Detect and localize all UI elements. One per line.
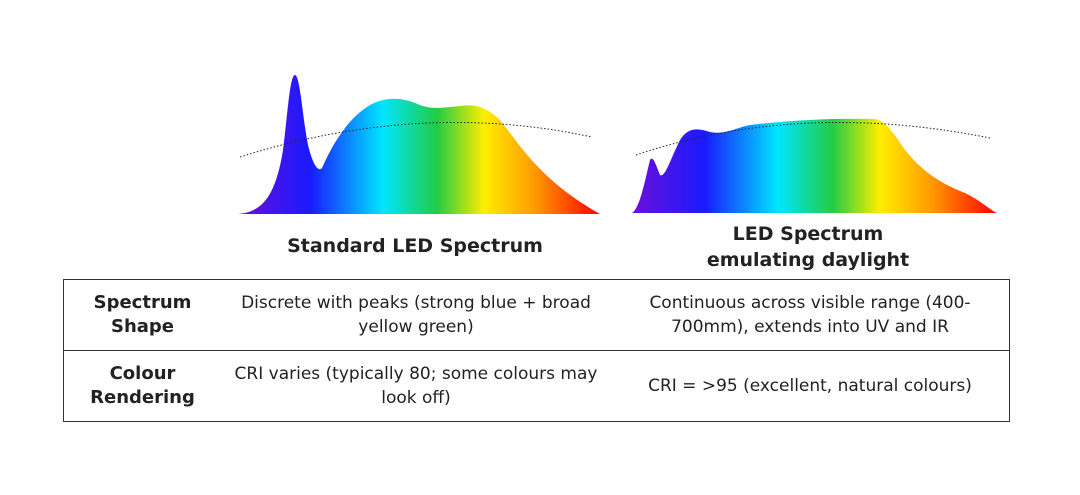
table-cell: CRI varies (typically 80; some colours m… xyxy=(221,350,611,422)
comparison-table: Spectrum Shape Discrete with peaks (stro… xyxy=(63,279,1010,422)
title-line: emulating daylight xyxy=(706,249,910,271)
table-cell: CRI = >95 (excellent, natural colours) xyxy=(611,350,1010,422)
spectrum-title: LED Spectrum emulating daylight xyxy=(630,221,986,273)
spectrum-title: Standard LED Spectrum xyxy=(240,233,590,259)
daylight-reference xyxy=(635,121,991,156)
row-header: Spectrum Shape xyxy=(93,292,192,337)
daylight-reference xyxy=(239,121,593,158)
table-row: Spectrum Shape Discrete with peaks (stro… xyxy=(64,280,1010,351)
standard-spectrum xyxy=(238,75,600,214)
row-header: Colour Rendering xyxy=(63,350,221,422)
table-cell: Discrete with peaks (strong blue + broad… xyxy=(241,293,591,337)
title-line: Standard LED Spectrum xyxy=(287,235,543,257)
table-row: Colour Rendering CRI varies (typically 8… xyxy=(63,350,1010,422)
title-line: LED Spectrum xyxy=(732,223,884,245)
daylight-spectrum xyxy=(632,118,997,213)
table-cell: Continuous across visible range (400-700… xyxy=(649,293,971,337)
